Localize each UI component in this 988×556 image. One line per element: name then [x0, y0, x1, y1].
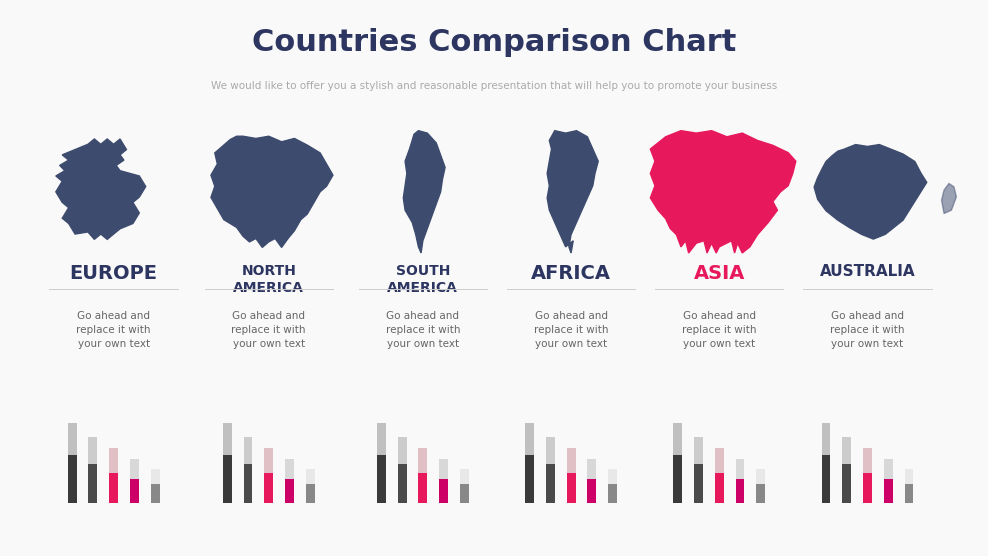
Bar: [735, 459, 745, 479]
Text: AFRICA: AFRICA: [532, 264, 611, 283]
Bar: [397, 464, 407, 503]
Bar: [397, 437, 407, 464]
Text: Go ahead and
replace it with
your own text: Go ahead and replace it with your own te…: [682, 311, 757, 349]
Bar: [608, 484, 617, 503]
Bar: [883, 459, 893, 479]
Bar: [439, 479, 448, 503]
Bar: [674, 455, 682, 503]
Bar: [150, 484, 159, 503]
Bar: [67, 423, 76, 455]
Text: ASIA: ASIA: [694, 264, 745, 283]
Bar: [883, 479, 893, 503]
Bar: [130, 479, 138, 503]
Bar: [822, 423, 830, 455]
Bar: [714, 448, 723, 473]
Bar: [130, 459, 138, 479]
Bar: [757, 469, 765, 484]
Bar: [842, 437, 851, 464]
Polygon shape: [211, 136, 333, 247]
Text: Go ahead and
replace it with
your own text: Go ahead and replace it with your own te…: [76, 311, 151, 349]
Bar: [243, 464, 252, 503]
Bar: [306, 469, 314, 484]
Bar: [526, 455, 534, 503]
Polygon shape: [403, 131, 445, 253]
Bar: [905, 484, 913, 503]
Polygon shape: [650, 131, 795, 253]
Bar: [376, 455, 385, 503]
Bar: [545, 464, 554, 503]
Bar: [264, 448, 273, 473]
Bar: [587, 479, 597, 503]
Text: NORTH
AMERICA: NORTH AMERICA: [233, 264, 304, 295]
Text: Go ahead and
replace it with
your own text: Go ahead and replace it with your own te…: [534, 311, 609, 349]
Bar: [566, 473, 575, 503]
Bar: [694, 464, 702, 503]
Bar: [864, 448, 872, 473]
Bar: [88, 464, 97, 503]
Text: We would like to offer you a stylish and reasonable presentation that will help : We would like to offer you a stylish and…: [210, 81, 778, 91]
Text: Go ahead and
replace it with
your own text: Go ahead and replace it with your own te…: [385, 311, 460, 349]
Polygon shape: [55, 139, 146, 239]
Bar: [419, 473, 427, 503]
Bar: [264, 473, 273, 503]
Bar: [714, 473, 723, 503]
Text: AUSTRALIA: AUSTRALIA: [820, 264, 915, 279]
Bar: [67, 455, 76, 503]
Bar: [526, 423, 534, 455]
Bar: [460, 469, 468, 484]
Bar: [376, 423, 385, 455]
Bar: [545, 437, 554, 464]
Bar: [842, 464, 851, 503]
Text: EUROPE: EUROPE: [69, 264, 158, 283]
Bar: [822, 455, 830, 503]
Bar: [587, 459, 597, 479]
Bar: [223, 455, 231, 503]
Bar: [735, 479, 745, 503]
Bar: [109, 448, 118, 473]
Polygon shape: [814, 145, 927, 239]
Bar: [223, 423, 231, 455]
Bar: [419, 448, 427, 473]
Bar: [566, 448, 575, 473]
Bar: [757, 484, 765, 503]
Bar: [150, 469, 159, 484]
Bar: [460, 484, 468, 503]
Text: Go ahead and
replace it with
your own text: Go ahead and replace it with your own te…: [231, 311, 306, 349]
Bar: [864, 473, 872, 503]
Bar: [608, 469, 617, 484]
Bar: [286, 459, 294, 479]
Bar: [694, 437, 702, 464]
Bar: [243, 437, 252, 464]
Bar: [306, 484, 314, 503]
Text: Go ahead and
replace it with
your own text: Go ahead and replace it with your own te…: [830, 311, 905, 349]
Polygon shape: [547, 131, 598, 253]
Bar: [109, 473, 118, 503]
Text: Countries Comparison Chart: Countries Comparison Chart: [252, 28, 736, 57]
Polygon shape: [942, 183, 956, 214]
Text: SOUTH
AMERICA: SOUTH AMERICA: [387, 264, 458, 295]
Bar: [286, 479, 294, 503]
Bar: [88, 437, 97, 464]
Bar: [674, 423, 682, 455]
Bar: [905, 469, 913, 484]
Bar: [439, 459, 448, 479]
